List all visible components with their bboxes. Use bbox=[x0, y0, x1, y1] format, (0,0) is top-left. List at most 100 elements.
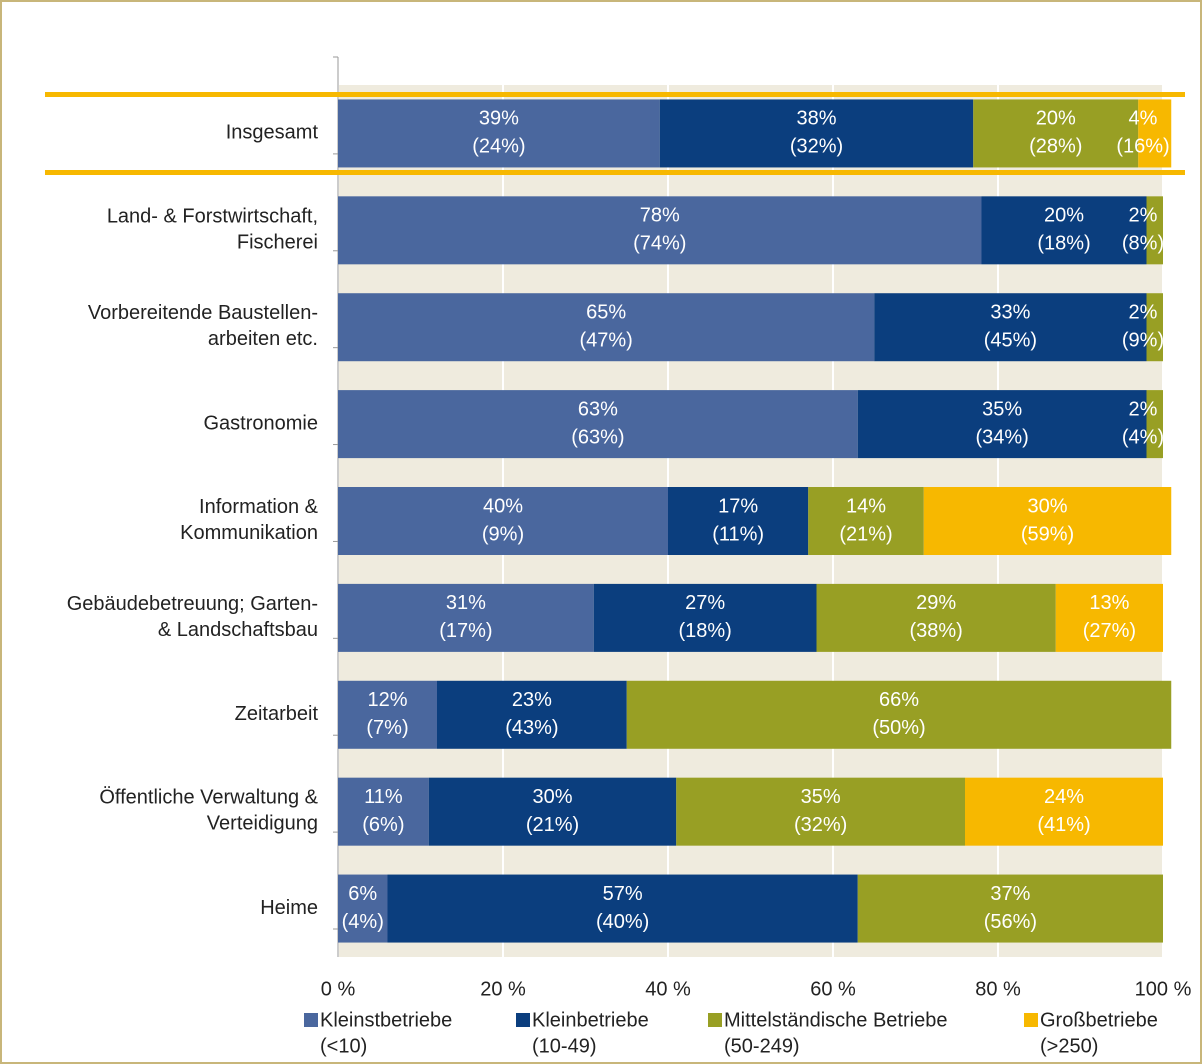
x-tick-label: 80 % bbox=[975, 978, 1021, 1000]
x-tick-label: 40 % bbox=[645, 978, 691, 1000]
bar-segment bbox=[857, 874, 1163, 943]
bar-segment bbox=[668, 487, 809, 555]
value-label: 65% bbox=[586, 302, 626, 324]
value-label: 2% bbox=[1129, 205, 1158, 227]
value-label: 2% bbox=[1129, 398, 1158, 420]
bar-segment bbox=[338, 777, 429, 846]
paren-label: (38%) bbox=[909, 620, 962, 642]
value-label: 4% bbox=[1129, 108, 1158, 130]
legend-sublabel: (>250) bbox=[1040, 1035, 1098, 1057]
category-label: Information & Kommunikation bbox=[180, 496, 318, 544]
paren-label: (9%) bbox=[1122, 330, 1164, 352]
paren-label: (18%) bbox=[1037, 233, 1090, 255]
bar-segment bbox=[338, 390, 858, 459]
category-label: Insgesamt bbox=[226, 122, 319, 144]
legend-sublabel: (50-249) bbox=[724, 1035, 800, 1057]
category-label: Gastronomie bbox=[204, 412, 319, 434]
value-label: 2% bbox=[1129, 302, 1158, 324]
bar-segment bbox=[923, 487, 1172, 555]
paren-label: (16%) bbox=[1116, 136, 1169, 158]
value-label: 30% bbox=[532, 786, 572, 808]
category-label: Öffentliche Verwaltung & Verteidigung bbox=[99, 787, 318, 835]
category-label: Zeitarbeit bbox=[235, 703, 319, 725]
bar-segment bbox=[1055, 583, 1163, 652]
paren-label: (24%) bbox=[472, 136, 525, 158]
value-label: 30% bbox=[1027, 495, 1067, 517]
value-label: 14% bbox=[846, 495, 886, 517]
paren-label: (63%) bbox=[571, 426, 624, 448]
category-label: Heime bbox=[260, 897, 318, 919]
value-label: 27% bbox=[685, 592, 725, 614]
legend-swatch bbox=[304, 1013, 318, 1027]
legend-label: Großbetriebe bbox=[1040, 1009, 1158, 1031]
value-label: 17% bbox=[718, 495, 758, 517]
value-label: 24% bbox=[1044, 786, 1084, 808]
paren-label: (41%) bbox=[1037, 814, 1090, 836]
paren-label: (27%) bbox=[1083, 620, 1136, 642]
value-label: 23% bbox=[512, 689, 552, 711]
bar-segment bbox=[338, 874, 388, 943]
value-label: 40% bbox=[483, 495, 523, 517]
bar-segment bbox=[338, 680, 437, 749]
bar-segment bbox=[593, 583, 817, 652]
value-label: 31% bbox=[446, 592, 486, 614]
paren-label: (21%) bbox=[526, 814, 579, 836]
value-label: 35% bbox=[982, 398, 1022, 420]
value-label: 57% bbox=[603, 883, 643, 905]
bar-segment bbox=[874, 293, 1147, 362]
bar-segment bbox=[1146, 196, 1163, 265]
category-label: Land- & Forstwirtschaft, Fischerei bbox=[107, 206, 318, 254]
bar-segment bbox=[1146, 390, 1163, 459]
bar-segment bbox=[1146, 293, 1163, 362]
bar-segment bbox=[965, 777, 1163, 846]
paren-label: (4%) bbox=[342, 911, 384, 933]
bar-segment bbox=[338, 99, 660, 168]
paren-label: (17%) bbox=[439, 620, 492, 642]
paren-label: (59%) bbox=[1021, 523, 1074, 545]
bar-segment bbox=[857, 390, 1147, 459]
bar-segment bbox=[338, 487, 668, 555]
paren-label: (45%) bbox=[984, 330, 1037, 352]
paren-label: (18%) bbox=[678, 620, 731, 642]
value-label: 63% bbox=[578, 398, 618, 420]
x-tick-label: 100 % bbox=[1135, 978, 1192, 1000]
paren-label: (47%) bbox=[579, 330, 632, 352]
bar-segment bbox=[338, 196, 982, 265]
legend-label: Mittelständische Betriebe bbox=[724, 1009, 947, 1031]
bar-segment bbox=[1138, 99, 1172, 168]
paren-label: (56%) bbox=[984, 911, 1037, 933]
bar-segment bbox=[338, 583, 594, 652]
paren-label: (32%) bbox=[790, 136, 843, 158]
paren-label: (43%) bbox=[505, 717, 558, 739]
paren-label: (50%) bbox=[872, 717, 925, 739]
value-label: 33% bbox=[990, 302, 1030, 324]
paren-label: (34%) bbox=[975, 426, 1028, 448]
legend-swatch bbox=[1024, 1013, 1038, 1027]
bar-segment bbox=[626, 680, 1172, 749]
bar-segment bbox=[659, 99, 974, 168]
value-label: 66% bbox=[879, 689, 919, 711]
x-tick-label: 20 % bbox=[480, 978, 526, 1000]
paren-label: (40%) bbox=[596, 911, 649, 933]
value-label: 37% bbox=[990, 883, 1030, 905]
value-label: 20% bbox=[1036, 108, 1076, 130]
paren-label: (28%) bbox=[1029, 136, 1082, 158]
value-label: 78% bbox=[640, 205, 680, 227]
paren-label: (74%) bbox=[633, 233, 686, 255]
legend-swatch bbox=[708, 1013, 722, 1027]
legend-swatch bbox=[516, 1013, 530, 1027]
paren-label: (21%) bbox=[839, 523, 892, 545]
value-label: 12% bbox=[367, 689, 407, 711]
bar-segment bbox=[808, 487, 924, 555]
bar-segment bbox=[428, 777, 677, 846]
category-label: Gebäudebetreuung; Garten-& Landschaftsba… bbox=[67, 593, 318, 641]
x-tick-label: 0 % bbox=[321, 978, 356, 1000]
bar-segment bbox=[338, 293, 875, 362]
bar-segment bbox=[816, 583, 1056, 652]
paren-label: (32%) bbox=[794, 814, 847, 836]
legend-sublabel: (10-49) bbox=[532, 1035, 596, 1057]
paren-label: (7%) bbox=[366, 717, 408, 739]
bar-segment bbox=[676, 777, 965, 846]
legend-label: Kleinbetriebe bbox=[532, 1009, 649, 1031]
